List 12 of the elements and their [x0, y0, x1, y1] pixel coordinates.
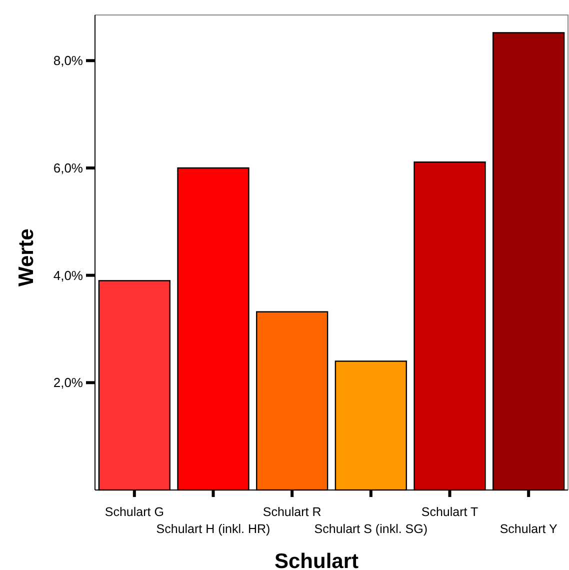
x-tick-label: Schulart S (inkl. SG) [314, 522, 428, 536]
y-tick-label: 2,0% [53, 375, 84, 390]
x-tick-label: Schulart T [421, 505, 478, 519]
x-tick-label: Schulart R [262, 505, 322, 519]
y-axis-title: Werte [15, 228, 38, 286]
y-tick-label: 6,0% [53, 160, 84, 176]
y-tick-label: 4,0% [53, 268, 84, 283]
x-tick-label: Schulart G [104, 505, 164, 519]
x-tick-label: Schulart Y [500, 522, 558, 536]
x-axis-title: Schulart [274, 550, 359, 570]
y-tick-label: 8,0% [53, 53, 84, 68]
x-tick-label: Schulart H (inkl. HR) [156, 522, 270, 536]
